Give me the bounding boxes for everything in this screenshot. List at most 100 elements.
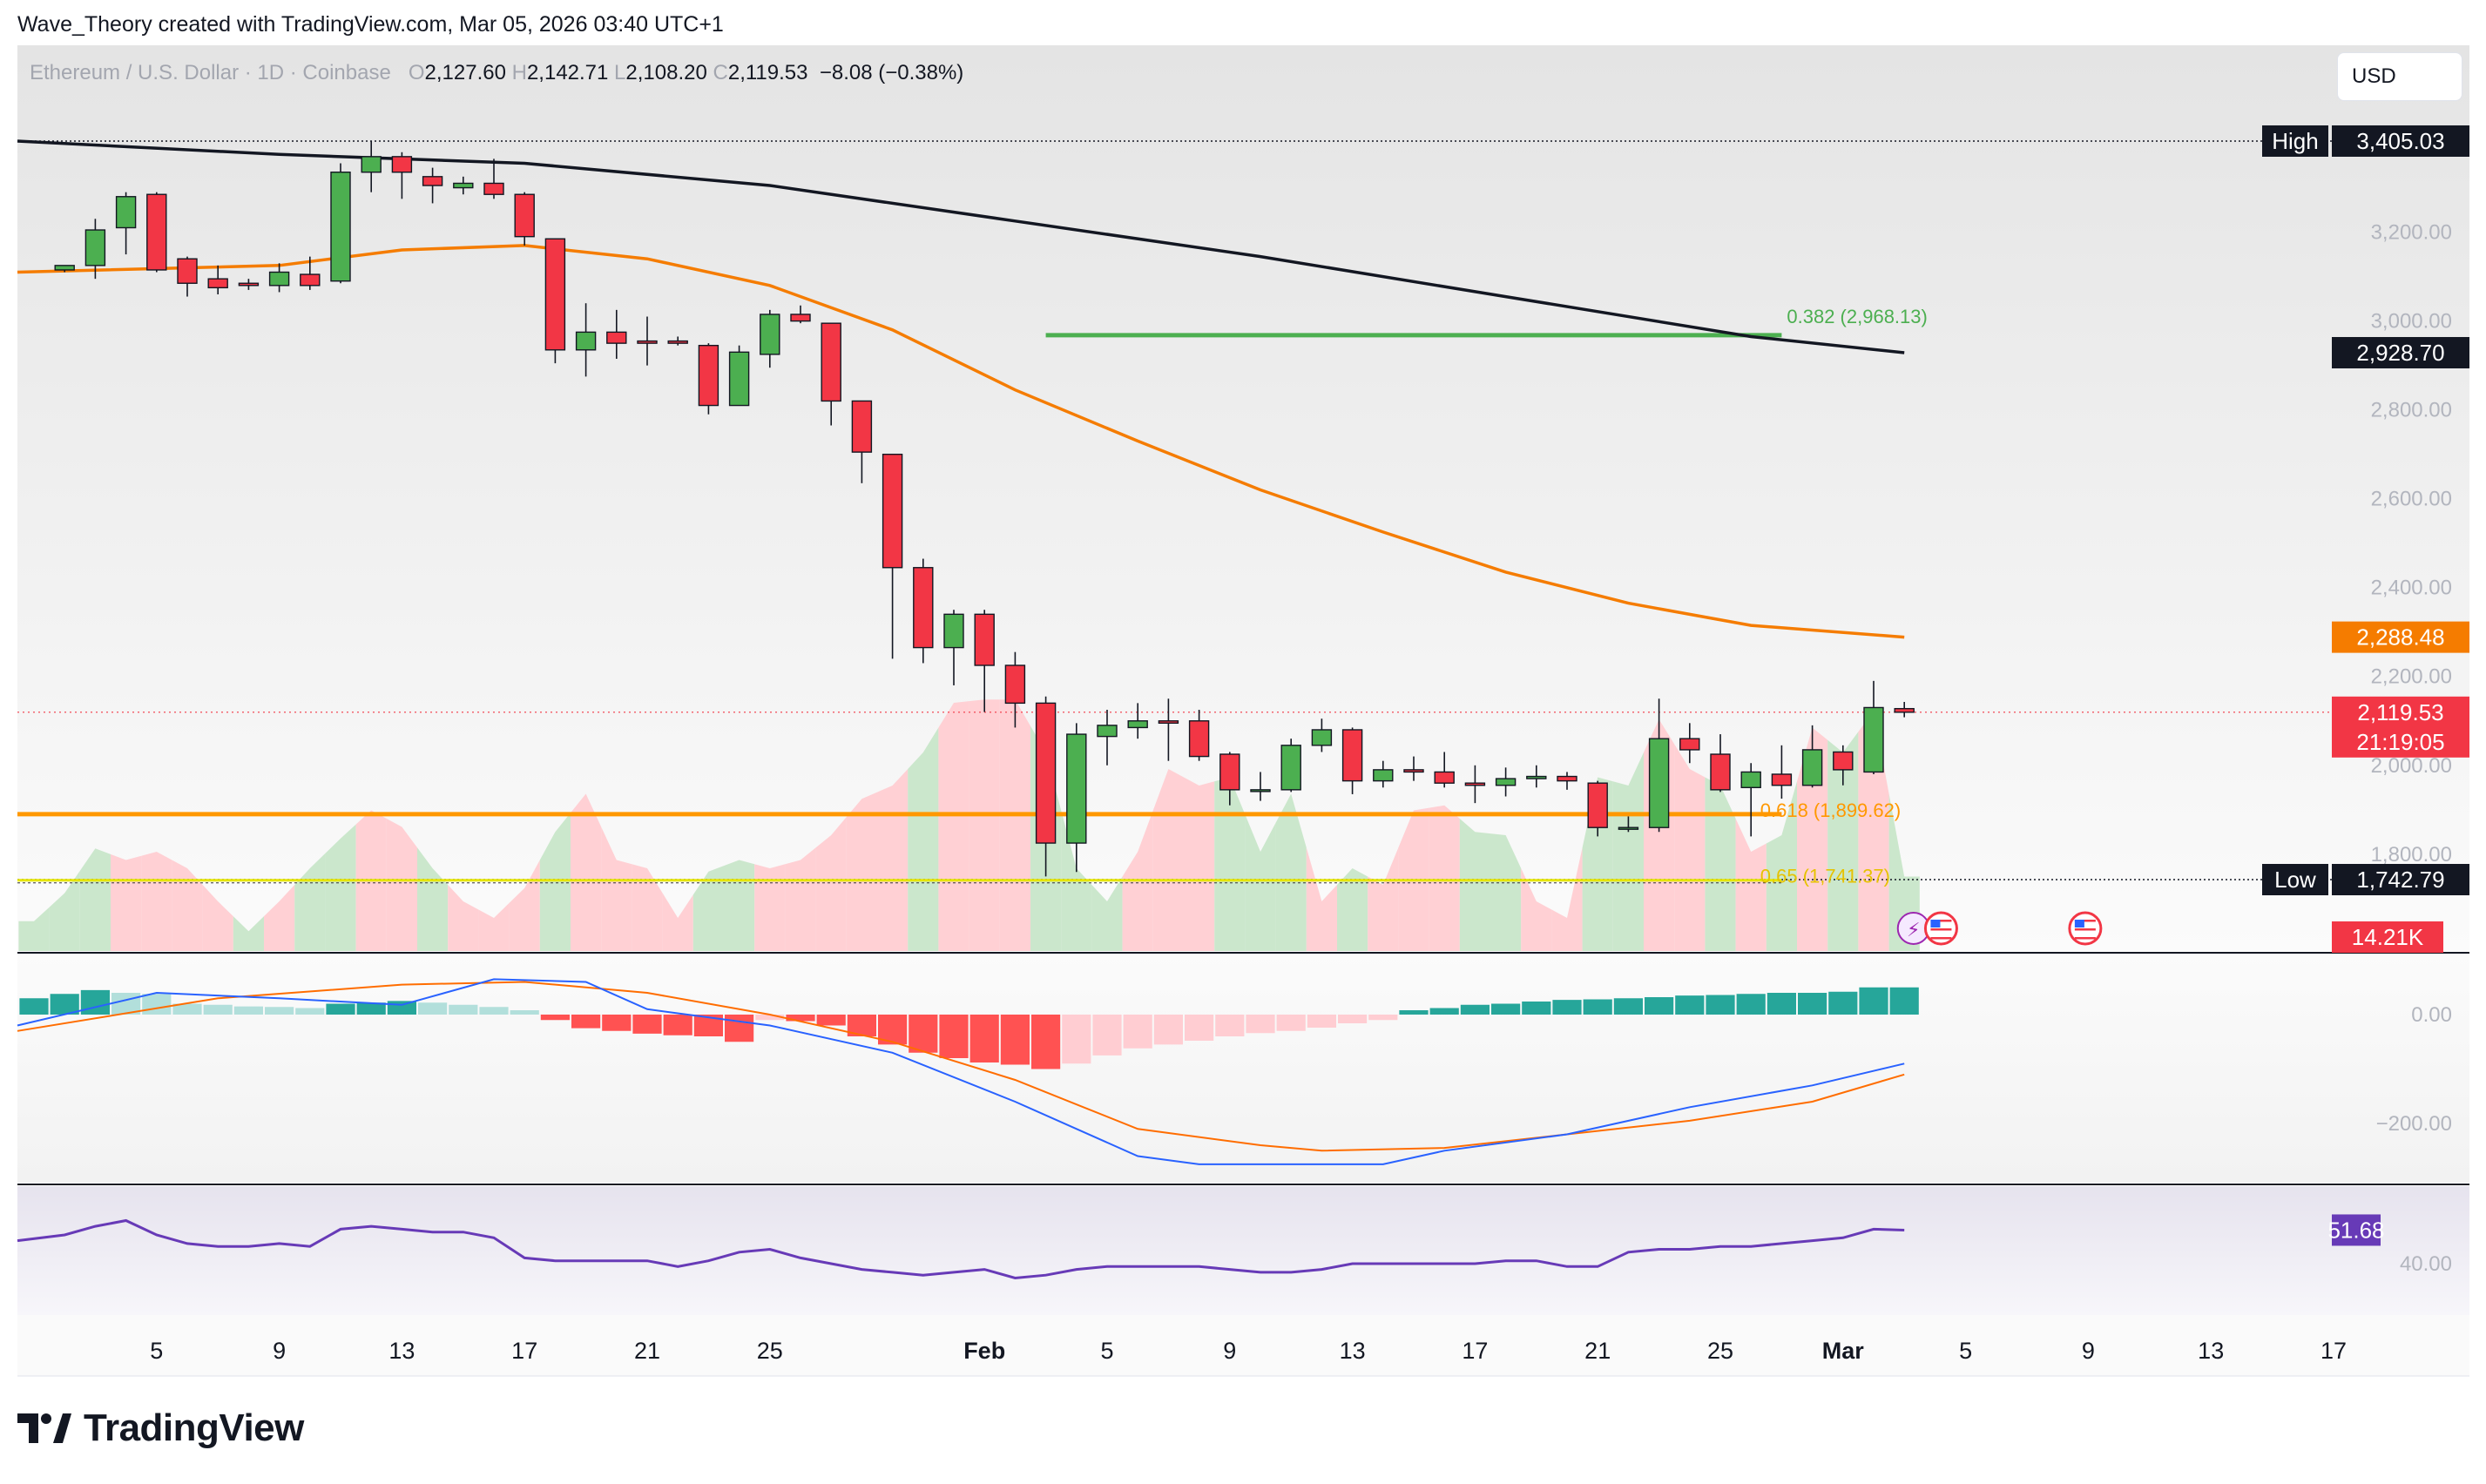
macd-hist-bar xyxy=(1000,1015,1030,1065)
candle[interactable] xyxy=(300,256,321,290)
candle[interactable] xyxy=(1004,651,1026,728)
candle[interactable] xyxy=(1618,816,1639,833)
candle[interactable] xyxy=(1557,772,1577,790)
macd-hist-bar xyxy=(540,1015,570,1021)
candle[interactable] xyxy=(1311,718,1333,752)
candle[interactable] xyxy=(1679,723,1700,764)
candle[interactable] xyxy=(637,316,658,366)
high-value: 2,142.71 xyxy=(526,61,609,84)
candle[interactable] xyxy=(1495,767,1517,797)
us-flag-event-icon-2[interactable] xyxy=(2068,911,2103,946)
candle[interactable] xyxy=(1127,703,1148,739)
candle[interactable] xyxy=(1894,701,1915,718)
candle[interactable] xyxy=(913,558,934,664)
candle[interactable] xyxy=(177,256,198,297)
open-label: O xyxy=(408,61,425,84)
candle[interactable] xyxy=(1648,698,1670,833)
candle[interactable] xyxy=(1066,723,1087,873)
candle[interactable] xyxy=(1771,745,1793,799)
macd-hist-bar xyxy=(80,989,110,1015)
macd-hist-bar xyxy=(1246,1015,1275,1034)
candle[interactable] xyxy=(422,167,443,204)
candle[interactable] xyxy=(575,303,597,377)
candle-body xyxy=(1434,771,1455,784)
time-axis-label: 13 xyxy=(388,1338,415,1364)
candle[interactable] xyxy=(361,141,382,192)
volume-bar xyxy=(908,727,939,951)
candle[interactable] xyxy=(330,163,351,284)
candle[interactable] xyxy=(146,192,167,273)
candle[interactable] xyxy=(1403,756,1424,781)
candle[interactable] xyxy=(851,400,873,483)
candle[interactable] xyxy=(115,192,137,255)
candle[interactable] xyxy=(790,305,811,324)
tradingview-logo[interactable]: TradingView xyxy=(17,1406,304,1450)
candle[interactable] xyxy=(453,176,474,195)
currency-button[interactable]: USD xyxy=(2337,52,2462,101)
candle[interactable] xyxy=(606,309,627,359)
candle-body xyxy=(238,282,260,287)
candle[interactable] xyxy=(544,238,566,364)
candle[interactable] xyxy=(207,265,228,295)
candle-body xyxy=(1740,771,1761,788)
macd-hist-bar xyxy=(1798,993,1827,1015)
candle-body xyxy=(1557,775,1577,782)
macd-hist-bar xyxy=(1491,1003,1521,1015)
candle[interactable] xyxy=(1863,680,1884,774)
candle[interactable] xyxy=(1434,752,1455,788)
macd-hist-bar xyxy=(1706,995,1735,1015)
candle[interactable] xyxy=(760,309,780,368)
candle[interactable] xyxy=(1587,780,1608,837)
candle[interactable] xyxy=(882,453,903,659)
macd-hist-bar xyxy=(1307,1015,1336,1028)
volume-bar xyxy=(1275,793,1307,951)
candle[interactable] xyxy=(1097,710,1118,766)
candle[interactable] xyxy=(514,192,535,246)
tradingview-logo-text: TradingView xyxy=(84,1406,304,1449)
candle-body xyxy=(1833,751,1854,771)
candle[interactable] xyxy=(238,279,260,290)
macd-hist-bar xyxy=(1123,1015,1152,1049)
candle[interactable] xyxy=(821,322,841,426)
candle[interactable] xyxy=(483,159,504,199)
candle[interactable] xyxy=(1188,710,1210,761)
bolt-event-glyph: ⚡ xyxy=(1907,919,1920,941)
candle[interactable] xyxy=(1526,765,1547,788)
macd-hist-bar xyxy=(1368,1015,1398,1021)
candle[interactable] xyxy=(1801,725,1823,788)
candles xyxy=(54,141,1915,877)
candle[interactable] xyxy=(1833,745,1854,786)
candle[interactable] xyxy=(1035,696,1057,877)
candle[interactable] xyxy=(667,336,688,346)
candle[interactable] xyxy=(54,265,75,273)
candle[interactable] xyxy=(943,610,964,685)
rsi-value-box xyxy=(2332,1214,2381,1246)
symbol-title[interactable]: Ethereum / U.S. Dollar · 1D · Coinbase xyxy=(30,61,391,84)
candle[interactable] xyxy=(1250,772,1271,801)
candle-body xyxy=(1035,702,1057,844)
candle-body xyxy=(1004,664,1026,705)
candle[interactable] xyxy=(1280,739,1301,793)
candle-body xyxy=(1679,738,1700,751)
candle[interactable] xyxy=(1740,763,1761,837)
macd-hist-bar xyxy=(1215,1015,1245,1036)
candle[interactable] xyxy=(1219,752,1240,806)
candle[interactable] xyxy=(1464,765,1486,804)
candle[interactable] xyxy=(1341,727,1363,794)
candle[interactable] xyxy=(268,263,290,293)
price-tick-label: 3,000.00 xyxy=(2371,310,2452,334)
candle[interactable] xyxy=(391,152,413,199)
candle[interactable] xyxy=(698,343,719,415)
candle[interactable] xyxy=(84,219,106,280)
candle[interactable] xyxy=(1373,760,1394,788)
time-axis-label: 5 xyxy=(150,1338,163,1364)
macd-hist-bar xyxy=(571,1015,601,1029)
us-flag-event-icon[interactable] xyxy=(1923,911,1958,946)
candle[interactable] xyxy=(1158,698,1179,761)
volume-bar xyxy=(386,819,417,951)
candle[interactable] xyxy=(974,610,995,712)
macd-hist-bar xyxy=(449,1004,478,1015)
candle[interactable] xyxy=(728,345,750,407)
candle[interactable] xyxy=(1710,734,1731,793)
